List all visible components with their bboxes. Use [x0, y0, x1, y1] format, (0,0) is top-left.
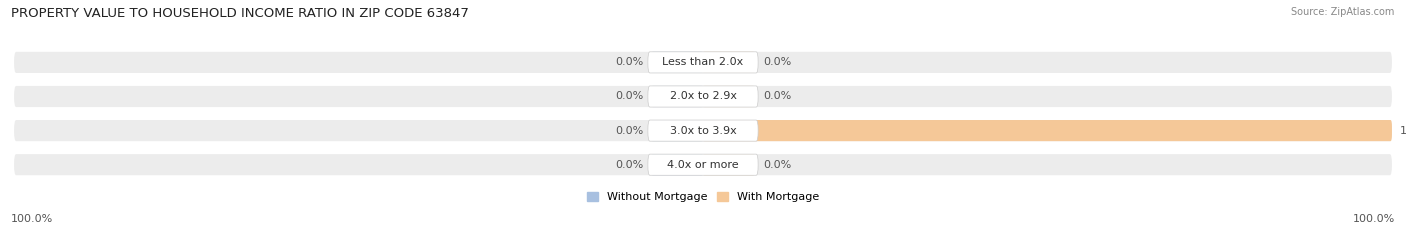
Text: 100.0%: 100.0% — [1400, 126, 1406, 136]
FancyBboxPatch shape — [651, 120, 703, 141]
Text: 0.0%: 0.0% — [763, 160, 792, 170]
Text: 2.0x to 2.9x: 2.0x to 2.9x — [669, 92, 737, 102]
Text: Source: ZipAtlas.com: Source: ZipAtlas.com — [1291, 7, 1395, 17]
FancyBboxPatch shape — [703, 52, 755, 73]
Text: 0.0%: 0.0% — [614, 92, 643, 102]
Text: 0.0%: 0.0% — [614, 126, 643, 136]
Text: PROPERTY VALUE TO HOUSEHOLD INCOME RATIO IN ZIP CODE 63847: PROPERTY VALUE TO HOUSEHOLD INCOME RATIO… — [11, 7, 470, 20]
Text: 100.0%: 100.0% — [11, 214, 53, 224]
FancyBboxPatch shape — [651, 86, 703, 107]
FancyBboxPatch shape — [14, 86, 1392, 107]
Legend: Without Mortgage, With Mortgage: Without Mortgage, With Mortgage — [582, 188, 824, 207]
FancyBboxPatch shape — [703, 120, 1392, 141]
Text: Less than 2.0x: Less than 2.0x — [662, 57, 744, 67]
FancyBboxPatch shape — [648, 52, 758, 73]
Text: 0.0%: 0.0% — [614, 160, 643, 170]
FancyBboxPatch shape — [648, 120, 758, 141]
FancyBboxPatch shape — [651, 52, 703, 73]
FancyBboxPatch shape — [651, 154, 703, 175]
Text: 3.0x to 3.9x: 3.0x to 3.9x — [669, 126, 737, 136]
Text: 0.0%: 0.0% — [763, 92, 792, 102]
FancyBboxPatch shape — [648, 86, 758, 107]
FancyBboxPatch shape — [14, 52, 1392, 73]
Text: 0.0%: 0.0% — [614, 57, 643, 67]
FancyBboxPatch shape — [14, 154, 1392, 175]
FancyBboxPatch shape — [14, 120, 1392, 141]
Text: 4.0x or more: 4.0x or more — [668, 160, 738, 170]
FancyBboxPatch shape — [648, 154, 758, 175]
FancyBboxPatch shape — [703, 154, 755, 175]
Text: 100.0%: 100.0% — [1353, 214, 1395, 224]
FancyBboxPatch shape — [703, 86, 755, 107]
Text: 0.0%: 0.0% — [763, 57, 792, 67]
